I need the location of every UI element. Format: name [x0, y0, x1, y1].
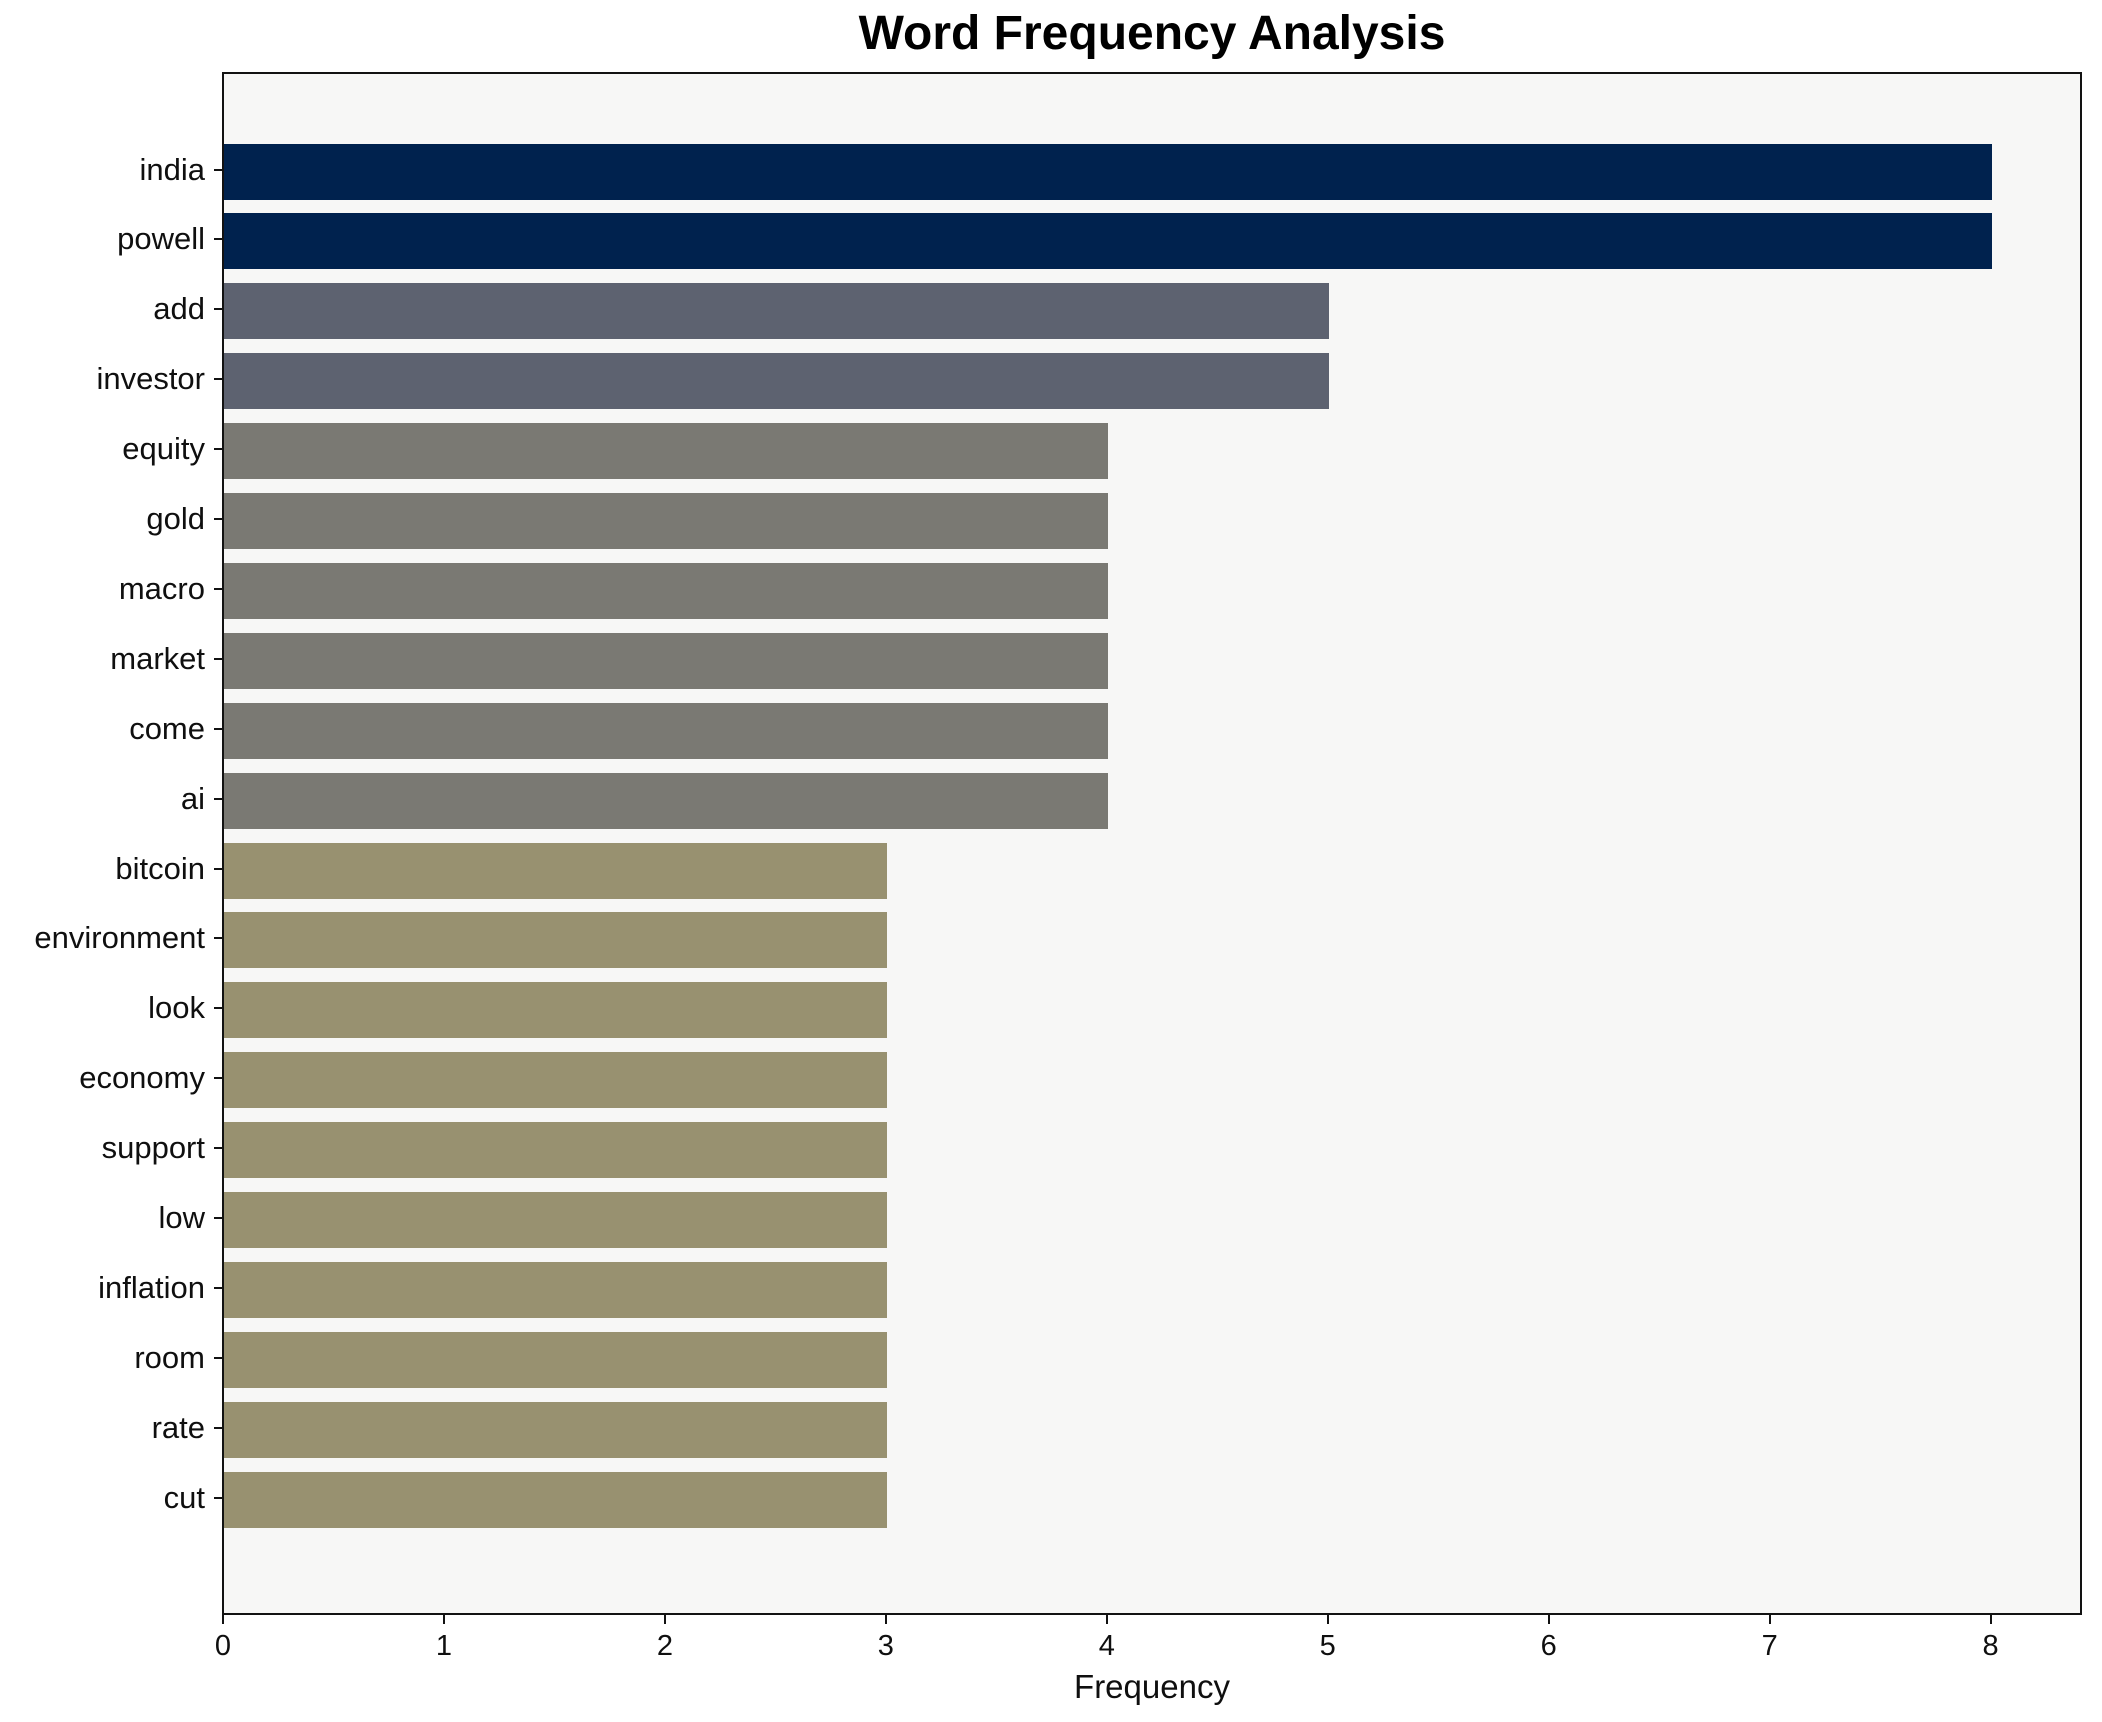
y-tick-label-gold: gold: [146, 501, 205, 536]
y-tick-mark: [214, 518, 222, 520]
y-tick-mark: [214, 1007, 222, 1010]
y-tick-label-investor: investor: [96, 361, 205, 397]
bar-india: [224, 143, 1992, 200]
y-tick-label-macro: macro: [118, 570, 205, 606]
x-tick-mark: [442, 1615, 445, 1624]
y-tick-mark: [214, 1147, 222, 1150]
bar-ai: [224, 772, 1108, 829]
y-tick-mark: [214, 1426, 222, 1429]
y-tick-mark: [214, 448, 222, 451]
x-tick-mark: [663, 1615, 666, 1624]
y-tick-label-india: india: [139, 151, 206, 187]
y-tick-label-economy: economy: [79, 1060, 205, 1096]
x-tick-label-1: 1: [435, 1630, 452, 1662]
y-tick-label-ai: ai: [180, 780, 205, 816]
y-tick-label-bitcoin: bitcoin: [115, 850, 205, 886]
y-tick-label-come: come: [129, 710, 205, 746]
y-tick-label-add: add: [153, 291, 205, 327]
bar-rate: [224, 1401, 887, 1458]
y-tick-mark: [214, 308, 222, 311]
y-tick-label-inflation: inflation: [98, 1269, 205, 1305]
y-tick-mark: [214, 1077, 222, 1080]
x-tick-label-3: 3: [877, 1630, 894, 1662]
y-tick-label-low: low: [158, 1200, 205, 1235]
plot-area: [222, 72, 2082, 1615]
bar-powell: [224, 213, 1992, 270]
bar-economy: [224, 1052, 887, 1109]
y-tick-mark: [214, 168, 222, 171]
x-tick-mark: [1768, 1615, 1771, 1624]
y-tick-label-powell: powell: [117, 221, 205, 257]
y-tick-mark: [214, 867, 222, 870]
bar-look: [224, 982, 887, 1039]
y-tick-label-support: support: [101, 1130, 205, 1166]
x-axis-label: Frequency: [1074, 1668, 1230, 1705]
x-tick-label-8: 8: [1982, 1630, 1999, 1662]
bar-low: [224, 1192, 887, 1248]
x-tick-label-7: 7: [1761, 1630, 1778, 1662]
bar-environment: [224, 912, 887, 969]
x-tick-label-4: 4: [1098, 1630, 1115, 1662]
chart-title: Word Frequency Analysis: [858, 7, 1446, 60]
bar-cut: [224, 1471, 887, 1528]
bar-macro: [224, 562, 1108, 619]
y-tick-mark: [214, 1217, 222, 1219]
bar-market: [224, 632, 1108, 689]
y-tick-mark: [214, 587, 222, 590]
y-tick-label-room: room: [134, 1339, 205, 1375]
bar-room: [224, 1331, 887, 1388]
y-tick-mark: [214, 727, 222, 730]
bar-inflation: [224, 1261, 887, 1318]
x-tick-label-5: 5: [1319, 1630, 1336, 1662]
y-tick-label-cut: cut: [163, 1479, 205, 1515]
bar-support: [224, 1122, 887, 1179]
x-tick-mark: [222, 1615, 224, 1624]
bar-come: [224, 702, 1108, 759]
x-tick-mark: [1326, 1615, 1329, 1624]
y-tick-mark: [214, 1286, 222, 1289]
y-tick-label-rate: rate: [151, 1409, 205, 1445]
x-tick-label-2: 2: [656, 1630, 673, 1662]
y-tick-mark: [214, 657, 222, 660]
x-tick-mark: [1547, 1615, 1550, 1624]
y-tick-mark: [214, 1496, 222, 1499]
bar-bitcoin: [224, 842, 887, 899]
y-tick-mark: [214, 238, 222, 241]
y-tick-label-market: market: [110, 640, 205, 676]
x-tick-label-0: 0: [214, 1630, 232, 1662]
y-tick-label-equity: equity: [122, 431, 205, 467]
y-tick-mark: [214, 937, 222, 940]
bar-equity: [224, 423, 1108, 480]
bar-gold: [224, 493, 1108, 549]
bar-investor: [224, 353, 1329, 410]
y-tick-mark: [214, 378, 222, 381]
y-tick-label-environment: environment: [34, 920, 205, 956]
y-tick-mark: [214, 797, 222, 800]
y-tick-mark: [214, 1356, 222, 1359]
x-tick-mark: [1105, 1615, 1108, 1624]
bar-add: [224, 283, 1329, 340]
y-tick-label-look: look: [148, 990, 205, 1026]
x-tick-mark: [884, 1615, 887, 1624]
x-tick-mark: [1989, 1615, 1992, 1624]
x-tick-label-6: 6: [1540, 1630, 1557, 1662]
